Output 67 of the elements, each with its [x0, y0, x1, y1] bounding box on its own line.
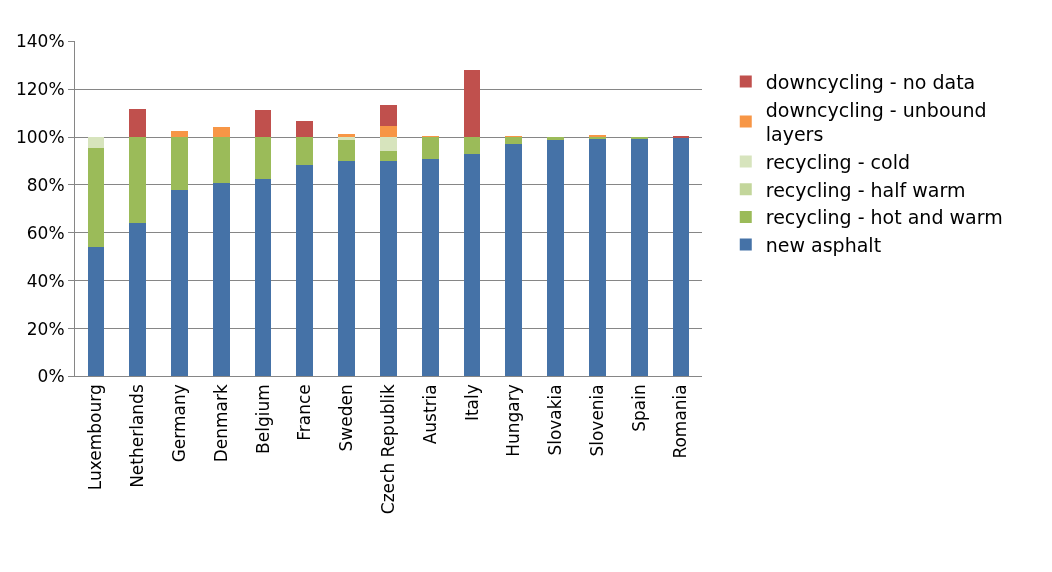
bar	[421, 137, 439, 159]
bar	[380, 150, 397, 161]
bar	[87, 247, 105, 377]
y-tick-label: 60%	[26, 222, 65, 243]
bar	[171, 131, 188, 138]
bar	[672, 136, 690, 139]
legend-label: downcycling - no data	[765, 70, 976, 93]
x-tick-label: Austria	[419, 384, 440, 445]
bar	[212, 183, 230, 377]
bar	[672, 137, 690, 377]
y-tick-label: 140%	[15, 31, 65, 52]
x-tick-label: Denmark	[210, 384, 231, 463]
bar	[296, 137, 314, 165]
bar	[338, 140, 355, 162]
y-tick-label: 120%	[15, 79, 65, 100]
bar	[129, 137, 147, 223]
bar	[463, 70, 481, 138]
bar	[254, 137, 272, 180]
y-tick-label: 40%	[26, 270, 65, 291]
bar	[630, 137, 648, 140]
bar	[87, 147, 105, 248]
bar	[171, 189, 188, 377]
bar	[254, 179, 272, 377]
bar	[254, 109, 272, 138]
x-tick-label: Hungary	[503, 384, 524, 457]
x-tick-label: Germany	[168, 384, 189, 463]
bar	[421, 158, 439, 377]
y-tick-label: 100%	[15, 126, 65, 147]
bar	[212, 127, 230, 138]
bar	[380, 160, 397, 377]
x-tick-label: Spain	[628, 384, 649, 432]
bar	[547, 137, 564, 140]
y-tick-label: 0%	[37, 366, 65, 387]
x-tick-label: Czech Republik	[377, 384, 398, 515]
x-tick-label: France	[294, 384, 315, 441]
bar	[171, 137, 188, 190]
bar	[129, 222, 147, 377]
x-tick-label: Belgium	[252, 384, 273, 454]
bar	[212, 137, 230, 184]
x-tick-label: Luxembourg	[85, 384, 106, 491]
x-tick-label: Italy	[461, 384, 482, 422]
legend-label: recycling - cold	[765, 150, 910, 173]
bar	[296, 121, 314, 138]
bar	[505, 144, 523, 377]
bar	[380, 137, 397, 151]
bar	[338, 161, 355, 377]
bar	[463, 137, 481, 154]
bar	[463, 153, 481, 377]
x-tick-label: Romania	[670, 384, 691, 459]
x-tick-label: Slovakia	[545, 384, 566, 456]
bar	[129, 109, 147, 138]
legend-label: recycling - hot and warm	[765, 206, 1003, 229]
y-tick-label: 80%	[26, 174, 65, 195]
bar	[380, 104, 397, 126]
bar	[505, 137, 523, 145]
bar	[296, 164, 314, 377]
legend-label: recycling - half warm	[765, 178, 966, 201]
bar	[589, 138, 606, 377]
legend-label: new asphalt	[765, 234, 882, 257]
x-tick-label: Netherlands	[127, 384, 148, 488]
x-tick-label: Slovenia	[586, 384, 607, 457]
bar	[380, 125, 397, 138]
bar	[547, 139, 564, 377]
bar	[630, 138, 648, 377]
bar	[87, 137, 105, 148]
x-tick-label: Sweden	[336, 384, 357, 452]
y-tick-label: 20%	[26, 318, 65, 339]
